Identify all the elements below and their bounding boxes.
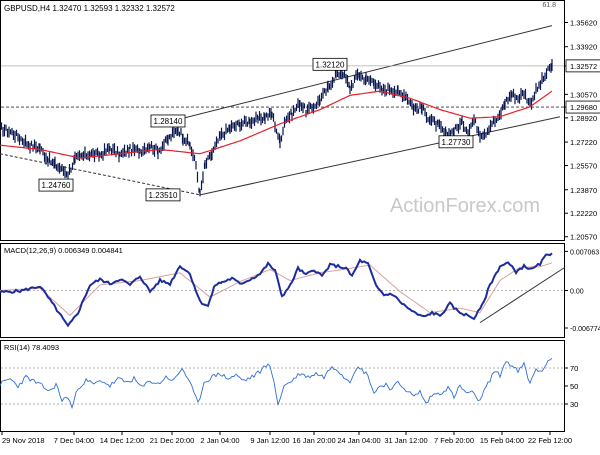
x-tick-label: 16 Jan 20:00 [292,436,335,445]
price-ytick-label: 1.29680 [570,103,597,112]
price-ytick-label: 1.33920 [570,43,597,52]
macd-ytick-label: 0.00 [570,289,584,296]
rsi-header: RSI(14) 78.4093 [4,343,59,352]
x-tick-label: 7 Feb 20:00 [434,436,474,445]
price-level-label: 1.23510 [149,191,178,200]
price-level-box [312,57,348,71]
x-tick-label: 29 Nov 2018 [2,436,45,445]
x-tick-label: 9 Jan 12:00 [250,436,289,445]
price-ytick-label: 1.28920 [570,114,597,123]
price-level-box [438,135,474,149]
price-level-label: 1.27730 [442,138,471,147]
price-ytick-label: 1.27220 [570,138,597,147]
x-tick-label: 24 Jan 04:00 [337,436,380,445]
price-ytick-highlight-box [565,59,600,73]
price-ytick-label: 1.23870 [570,186,597,195]
price-trendline [0,153,201,196]
x-tick-label: 14 Dec 12:00 [100,436,145,445]
price-level-label: 1.28140 [154,117,183,126]
price-ytick-label: 1.20570 [570,233,597,242]
x-tick-label: 31 Jan 12:00 [384,436,427,445]
x-tick-label: 15 Feb 04:00 [480,436,524,445]
price-panel-frame [0,0,565,241]
macd-ytick-label: 0.007063 [570,249,599,256]
price-trendline [199,116,561,196]
ema-line [0,90,553,159]
rsi-ytick-label: 30 [570,400,578,409]
corner-value: 61.8 [542,2,556,9]
macd-line [0,252,553,328]
price-ytick-label: 1.35620 [570,18,597,27]
rsi-line [0,357,553,410]
x-tick-label: 2 Jan 04:00 [200,436,239,445]
x-tick-label: 22 Feb 12:00 [528,436,572,445]
price-ytick-label: 1.30570 [570,90,597,99]
rsi-ytick-label: 70 [570,364,578,373]
price-level-box [150,114,186,128]
price-ytick-highlight-box [565,100,600,114]
price-level-box [145,188,181,202]
watermark: ActionForex.com [390,195,540,217]
price-level-label: 1.32120 [316,60,345,69]
rsi-ytick-label: 50 [570,382,578,391]
price-level-box [38,178,74,192]
price-header: GBPUSD,H4 1.32470 1.32593 1.32332 1.3257… [4,4,175,13]
rsi-panel-frame [0,340,565,432]
macd-header: MACD(12,26,9) 0.006349 0.004841 [4,246,123,255]
price-ytick-label: 1.22220 [570,209,597,218]
price-ytick-label: 1.32572 [570,62,597,71]
price-ytick-label: 1.25570 [570,162,597,171]
macd-trendline [479,266,566,324]
x-tick-label: 7 Dec 04:00 [54,436,94,445]
macd-ytick-label: -0.006774 [570,326,600,333]
price-level-label: 1.24760 [42,181,71,190]
x-tick-label: 21 Dec 20:00 [150,436,195,445]
